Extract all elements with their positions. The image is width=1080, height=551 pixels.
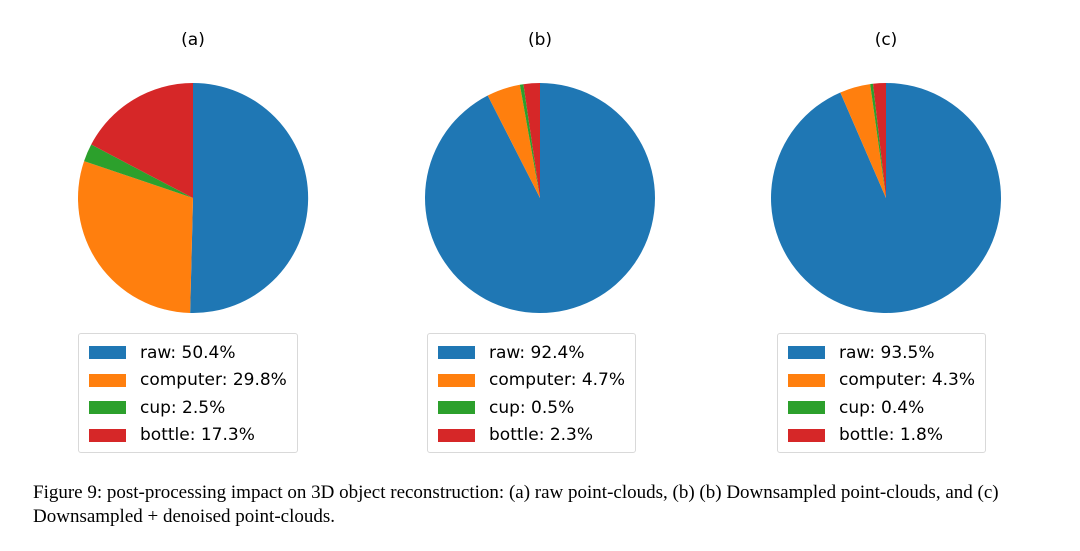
legend-swatch [788, 373, 825, 387]
legend-swatch [89, 373, 126, 387]
pie-chart [771, 82, 1002, 313]
pie-title: (a) [181, 30, 205, 50]
pie-chart [77, 82, 309, 313]
legend-item: cup: 2.5% [89, 394, 287, 422]
legend-label: raw: 92.4% [489, 342, 585, 363]
pie-slice-bottle [873, 82, 886, 198]
pie-slice-raw [424, 83, 655, 313]
legend-item: raw: 93.5% [788, 339, 975, 367]
legend-label: bottle: 2.3% [489, 425, 594, 446]
pie-slice-cup [519, 84, 540, 198]
legend-label: bottle: 17.3% [140, 425, 255, 446]
legend-item: cup: 0.5% [438, 394, 625, 422]
legend: raw: 93.5% computer: 4.3% cup: 0.4% bott… [777, 333, 987, 453]
legend-item: bottle: 1.8% [788, 422, 975, 450]
legend-swatch [89, 346, 126, 360]
pie-title: (c) [874, 30, 898, 50]
legend-swatch [89, 428, 126, 442]
legend-swatch [438, 428, 475, 442]
legend-swatch [788, 401, 825, 415]
legend-item: raw: 92.4% [438, 339, 625, 367]
legend: raw: 50.4% computer: 29.8% cup: 2.5% bot… [78, 333, 298, 453]
legend-label: cup: 0.5% [489, 397, 575, 418]
legend-swatch [438, 346, 475, 360]
legend-label: raw: 93.5% [839, 342, 935, 363]
pie-slice-raw [190, 82, 309, 313]
legend-swatch [788, 428, 825, 442]
legend-label: computer: 4.7% [489, 370, 626, 391]
pie-slice-cup [84, 144, 193, 198]
legend-swatch [89, 401, 126, 415]
pie-slice-bottle [91, 83, 193, 198]
legend-item: computer: 4.3% [788, 367, 975, 395]
legend-swatch [788, 346, 825, 360]
legend-label: bottle: 1.8% [839, 425, 944, 446]
legend-label: computer: 29.8% [140, 370, 287, 391]
legend-swatch [438, 401, 475, 415]
legend-label: cup: 0.4% [839, 397, 925, 418]
legend: raw: 92.4% computer: 4.7% cup: 0.5% bott… [427, 333, 637, 453]
legend-label: raw: 50.4% [140, 342, 236, 363]
legend-item: bottle: 17.3% [89, 422, 287, 450]
legend-item: computer: 4.7% [438, 367, 625, 395]
legend-swatch [438, 373, 475, 387]
pie-title: (b) [527, 30, 553, 50]
legend-item: computer: 29.8% [89, 367, 287, 395]
pie-slice-bottle [523, 83, 540, 198]
pie-slice-raw [771, 83, 1002, 313]
pie-panel-c: (c) raw: 93.5% computer: 4.3% cup: 0.4% … [721, 0, 1051, 460]
legend-item: raw: 50.4% [89, 339, 287, 367]
legend-item: bottle: 2.3% [438, 422, 625, 450]
pie-slice-cup [870, 83, 886, 198]
legend-item: cup: 0.4% [788, 394, 975, 422]
legend-label: cup: 2.5% [140, 397, 226, 418]
pie-slice-computer [840, 84, 886, 198]
pie-slice-computer [487, 84, 540, 198]
pie-slice-computer [77, 161, 193, 313]
figure-caption: Figure 9: post-processing impact on 3D o… [33, 482, 999, 527]
pie-panel-b: (b) raw: 92.4% computer: 4.7% cup: 0.5% … [375, 0, 705, 460]
legend-label: computer: 4.3% [839, 370, 976, 391]
pie-chart [424, 83, 655, 313]
pie-panel-a: (a) raw: 50.4% computer: 29.8% cup: 2.5%… [28, 0, 358, 460]
